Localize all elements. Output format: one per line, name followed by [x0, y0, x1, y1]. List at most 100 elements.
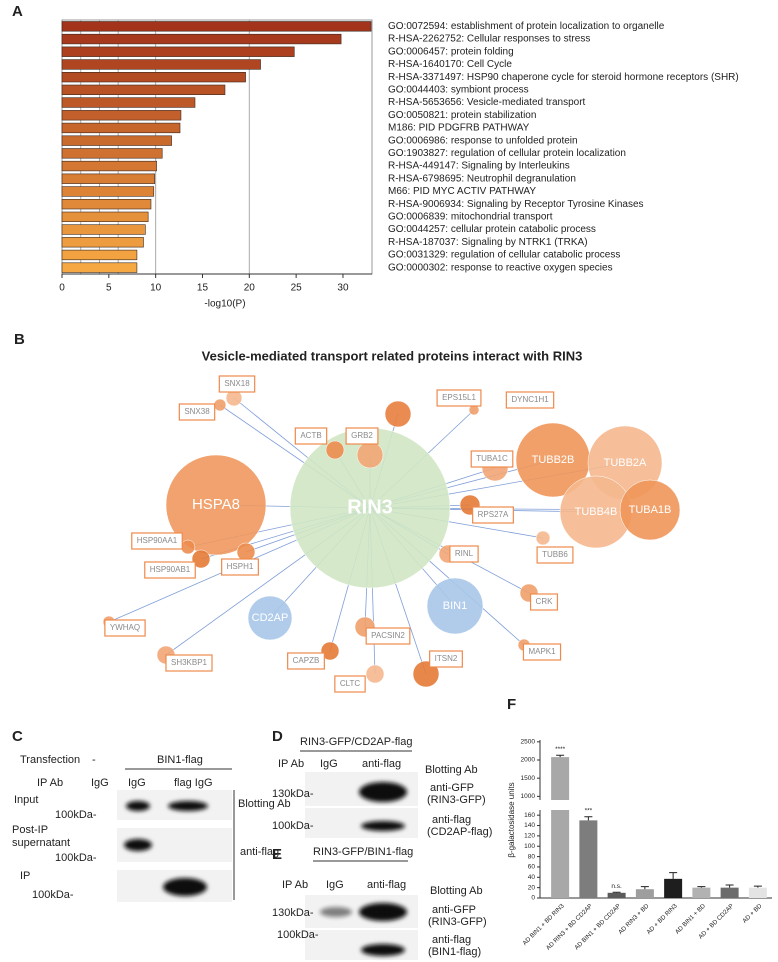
node: [426, 577, 484, 635]
error-bar: [669, 872, 678, 879]
bar: [61, 122, 181, 134]
label-box: [345, 427, 379, 445]
x-tick-label: 20: [244, 283, 256, 294]
annotation: ***: [585, 807, 593, 814]
category-label: GO:1903827: regulation of cellular prote…: [388, 148, 626, 159]
y-tick-label: 2500: [521, 739, 536, 746]
category-label: GO:0031329: regulation of cellular catab…: [388, 250, 620, 261]
label-box: [505, 391, 555, 409]
node: [236, 542, 256, 562]
text: (RIN3-GFP): [428, 916, 487, 928]
bar: [748, 887, 767, 898]
text: 100kDa-: [32, 889, 74, 901]
blot: [305, 808, 418, 838]
text: anti-flag: [432, 934, 471, 946]
panel-c: Transfection - BIN1-flag IP Ab IgG IgG f…: [12, 754, 291, 902]
y-tick-label: 1000: [521, 793, 536, 800]
node: [384, 400, 412, 428]
category-label: GO:0006986: response to unfolded protein: [388, 135, 578, 146]
band: [359, 782, 407, 802]
label-box: [472, 506, 514, 524]
y-tick-label: 160: [524, 812, 535, 819]
node-label: SNX38: [184, 407, 210, 416]
node-label: TUBB2A: [604, 457, 647, 469]
y-tick-label: 80: [528, 853, 536, 860]
panel-label: D: [272, 728, 283, 745]
y-axis-label: β-galactosidase units: [507, 782, 516, 857]
bar: [61, 21, 372, 32]
bar: [61, 59, 261, 70]
node-label: RINL: [455, 549, 474, 558]
text: Blotting Ab: [238, 798, 291, 810]
bar: [61, 33, 342, 45]
category-label: R-HSA-6798695: Neutrophil degranulation: [388, 173, 576, 184]
category-label: M66: PID MYC ACTIV PATHWAY: [388, 186, 536, 197]
category-label: GO:0000302: response to reactive oxygen …: [388, 262, 613, 273]
error-bar: [697, 886, 706, 888]
node: [325, 440, 345, 460]
node-label: SH3KBP1: [171, 658, 208, 667]
node-label: TUBA1B: [629, 504, 672, 516]
node: [365, 664, 385, 684]
bar: [61, 199, 152, 210]
bar: [61, 186, 155, 197]
category-label: GO:0006457: protein folding: [388, 46, 514, 57]
panel-label: F: [507, 696, 516, 713]
node-label: TUBB4B: [575, 506, 618, 518]
band: [361, 944, 405, 956]
error-bar: [725, 884, 734, 888]
category-label: R-HSA-1640170: Cell Cycle: [388, 59, 512, 70]
node-label: CLTC: [340, 679, 361, 688]
network-title: Vesicle-mediated transport related prote…: [202, 348, 583, 363]
text: (RIN3-GFP): [427, 794, 486, 806]
node-label: BIN1: [443, 600, 467, 612]
y-tick-label: 2000: [521, 757, 536, 764]
node-label: CD2AP: [252, 612, 289, 624]
bar: [692, 887, 711, 898]
node: [165, 454, 267, 556]
error-bar: [640, 886, 649, 890]
node-label: RIN3: [347, 496, 393, 518]
text: IgG: [320, 758, 338, 770]
category-label: R-HSA-9006934: Signaling by Receptor Tyr…: [388, 199, 644, 210]
text: 100kDa-: [277, 929, 319, 941]
text: IgG: [128, 777, 146, 789]
label-box: [429, 650, 463, 668]
error-bar: [753, 885, 762, 888]
text: 130kDa-: [272, 907, 314, 919]
band: [163, 878, 207, 896]
x-tick-label: 0: [59, 283, 65, 294]
band: [361, 821, 405, 831]
label-box: [221, 558, 259, 576]
x-tick-label: 15: [197, 283, 209, 294]
node-label: HSPH1: [227, 562, 254, 571]
label-box: [144, 561, 196, 579]
x-axis-label: -log10(P): [204, 299, 245, 310]
text: 100kDa-: [272, 820, 314, 832]
text: anti-flag: [240, 846, 279, 858]
panel-d: RIN3-GFP/CD2AP-flag IP Ab IgG anti-flag …: [272, 736, 492, 838]
node-label: HSP90AA1: [137, 536, 178, 545]
panel-e: RIN3-GFP/BIN1-flag IP Ab IgG anti-flag B…: [272, 846, 487, 960]
text: Transfection: [20, 754, 80, 766]
bar: [635, 889, 654, 898]
label-box: [178, 403, 216, 421]
node-label: MAPK1: [528, 647, 556, 656]
node-label: EPS15L1: [442, 393, 476, 402]
node: [320, 641, 340, 661]
node: [213, 398, 227, 412]
node: [356, 441, 384, 469]
node-label: HSP90AB1: [150, 565, 191, 574]
bar: [61, 84, 226, 95]
blot: [305, 930, 418, 960]
x-tick-label: 30: [337, 283, 349, 294]
node-label: TUBB2B: [532, 454, 575, 466]
label-box: [294, 427, 328, 445]
panel-label: A: [12, 3, 23, 20]
category-label: GO:0050821: protein stabilization: [388, 110, 536, 121]
text: (BIN1-flag): [428, 946, 481, 958]
text: IP Ab: [282, 879, 308, 891]
text: Blotting Ab: [430, 885, 483, 897]
error-bar: [556, 754, 565, 758]
